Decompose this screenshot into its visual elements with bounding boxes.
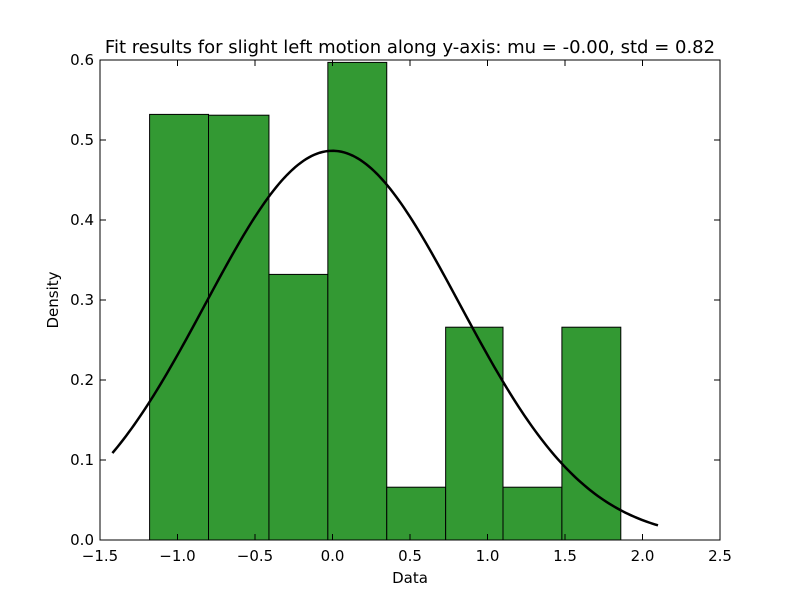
x-tick-label: 2.5 bbox=[708, 547, 732, 565]
histogram-bar bbox=[386, 486, 447, 541]
y-tick-label: 0.1 bbox=[70, 451, 94, 469]
x-tick-label: 2.0 bbox=[631, 547, 655, 565]
y-tick-label: 0.0 bbox=[70, 531, 94, 549]
x-tick-label: −1.0 bbox=[159, 547, 195, 565]
x-axis-label: Data bbox=[392, 569, 428, 587]
y-tick-label: 0.4 bbox=[70, 211, 94, 229]
histogram-bar bbox=[149, 113, 210, 541]
histogram-bar bbox=[445, 326, 504, 541]
histogram-bar bbox=[268, 273, 329, 541]
y-tick-label: 0.2 bbox=[70, 371, 94, 389]
histogram-bar bbox=[208, 114, 270, 541]
y-tick-label: 0.5 bbox=[70, 131, 94, 149]
x-tick-label: 1.0 bbox=[476, 547, 500, 565]
histogram-bars bbox=[149, 61, 622, 541]
histogram-bar bbox=[561, 326, 622, 541]
x-axis-ticks: −1.5 −1.0 −0.5 0.0 0.5 1.0 1.5 2.0 2.5 bbox=[82, 60, 732, 565]
chart-title: Fit results for slight left motion along… bbox=[105, 37, 715, 58]
fit-curve bbox=[111, 149, 659, 527]
y-axis-ticks: 0.0 0.1 0.2 0.3 0.4 0.5 0.6 bbox=[70, 51, 720, 549]
fit-curve-layer bbox=[111, 149, 659, 527]
x-tick-label: 0.5 bbox=[398, 547, 422, 565]
x-tick-label: 0.0 bbox=[321, 547, 345, 565]
y-axis-label: Density bbox=[44, 271, 62, 328]
y-tick-label: 0.3 bbox=[70, 291, 94, 309]
histogram-bar bbox=[502, 486, 563, 541]
x-tick-label: 1.5 bbox=[553, 547, 577, 565]
histogram-bar bbox=[327, 61, 388, 541]
x-tick-label: −0.5 bbox=[237, 547, 273, 565]
x-tick-label: −1.5 bbox=[82, 547, 118, 565]
y-tick-label: 0.6 bbox=[70, 51, 94, 69]
